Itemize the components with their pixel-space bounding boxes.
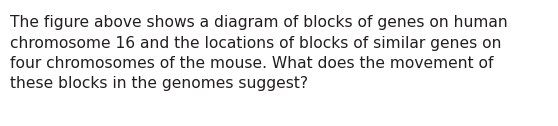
Text: The figure above shows a diagram of blocks of genes on human
chromosome 16 and t: The figure above shows a diagram of bloc… — [10, 15, 508, 91]
